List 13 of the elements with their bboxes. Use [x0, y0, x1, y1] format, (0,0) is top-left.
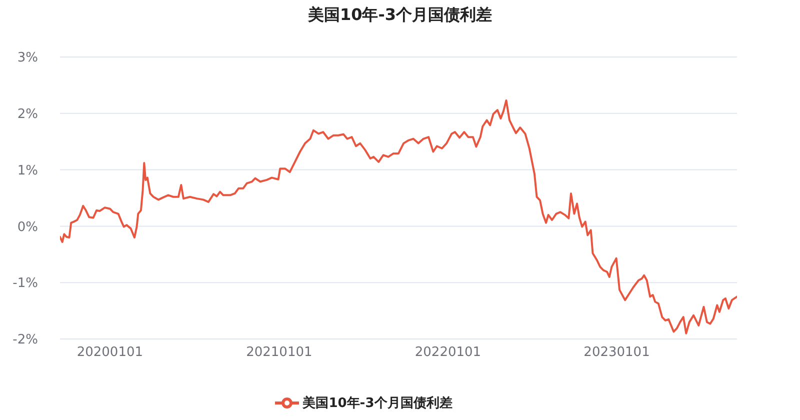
y-tick-label: 1%: [17, 163, 38, 178]
y-tick-label: 0%: [17, 220, 38, 235]
y-tick-label: -2%: [12, 332, 38, 348]
y-tick-label: 2%: [17, 107, 38, 122]
x-tick-label: 20200101: [76, 345, 144, 360]
x-tick-label: 20210101: [246, 345, 312, 360]
x-tick-label: 20220101: [414, 345, 482, 360]
legend-label: 美国10年-3个月国债利差: [302, 396, 452, 412]
y-tick-label: -1%: [12, 276, 38, 292]
y-tick-label: 3%: [17, 50, 38, 66]
line-series: [60, 99, 737, 334]
x-tick-label: 20230101: [584, 345, 650, 360]
chart-title: 美国10年-3个月国债利差: [308, 5, 492, 24]
